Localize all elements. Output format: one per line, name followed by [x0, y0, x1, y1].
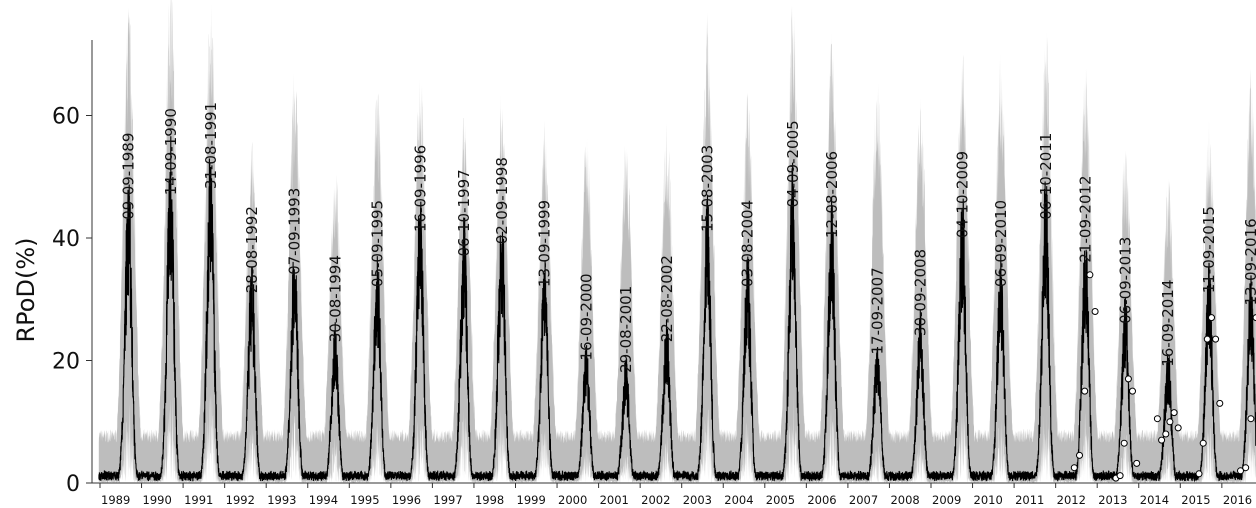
observation-point	[1170, 409, 1178, 417]
x-tick-label: 2012	[1057, 493, 1086, 507]
x-tick-label: 2002	[641, 493, 670, 507]
x-tick-label: 1993	[267, 493, 296, 507]
observation-point	[1174, 424, 1182, 432]
peak-date-label: 31-08-1991	[202, 102, 220, 189]
peak-date-label: 30-09-2008	[912, 249, 930, 336]
x-tick-label: 2005	[766, 493, 795, 507]
peak-date-label: 29-08-2001	[617, 286, 635, 373]
y-tick-label: 60	[52, 105, 80, 130]
observation-point	[1081, 387, 1089, 395]
peak-date-label: 11-09-2015	[1200, 206, 1218, 293]
y-axis-title: RPoD(%)	[12, 238, 40, 343]
x-tick-label: 2004	[724, 493, 753, 507]
rpod-series-line	[98, 136, 1256, 483]
peak-date-label: 03-08-2004	[739, 200, 757, 287]
x-tick-label: 2007	[849, 493, 878, 507]
observation-point	[1133, 459, 1141, 467]
x-tick-label: 2015	[1181, 493, 1210, 507]
x-tick-label: 2016	[1223, 493, 1252, 507]
peak-date-label: 13-09-2016	[1242, 218, 1256, 305]
peak-date-labels: 09-09-1989 14-09-1990 31-08-1991 28-08-1992…	[120, 102, 1256, 373]
x-tick-label: 1991	[184, 493, 213, 507]
peak-date-label: 09-09-1989	[120, 133, 138, 220]
x-tick-label: 1999	[517, 493, 546, 507]
x-tick-label: 2001	[600, 493, 629, 507]
x-tick-label: 2008	[890, 493, 919, 507]
peak-date-label: 05-09-1995	[369, 200, 387, 287]
peak-date-label: 06-09-2010	[992, 200, 1010, 287]
x-tick-label: 2010	[974, 493, 1003, 507]
observation-point	[1076, 451, 1083, 459]
x-tick-label: 1992	[226, 493, 255, 507]
observation-point	[1247, 415, 1255, 423]
observation-point	[1195, 470, 1203, 478]
peak-date-label: 04-09-2005	[784, 120, 802, 207]
x-tick-label: 1994	[309, 493, 338, 507]
observation-point	[1203, 335, 1211, 343]
observation-point	[1252, 314, 1256, 322]
x-tick-label: 1996	[392, 493, 421, 507]
peak-date-label: 16-09-2014	[1159, 280, 1177, 367]
x-tick-label: 1998	[475, 493, 504, 507]
x-tick-label: 2003	[683, 493, 712, 507]
observation-point	[1216, 399, 1224, 407]
peak-date-label: 12-08-2006	[823, 151, 841, 238]
peak-date-label: 21-09-2012	[1077, 175, 1095, 262]
x-tick-label: 2013	[1098, 493, 1127, 507]
peak-date-label: 06-10-2011	[1037, 133, 1055, 220]
x-tick-label: 1989	[101, 493, 130, 507]
peak-date-label: 06-09-2013	[1117, 237, 1135, 324]
peak-date-label: 02-09-1998	[493, 157, 511, 244]
x-tick-label: 2014	[1140, 493, 1169, 507]
peak-date-label: 30-08-1994	[326, 255, 344, 342]
x-tick-label: 1997	[433, 493, 462, 507]
observation-point	[1158, 436, 1166, 444]
x-tick-labels: 1989 1990 1991 1992 1993 1994 1995 1996 1997 1998…	[99, 483, 1252, 507]
peak-date-label: 14-09-1990	[162, 108, 180, 195]
axes	[91, 40, 1256, 484]
peak-date-label: 06-10-1997	[455, 169, 473, 256]
y-tick-label: 0	[66, 472, 80, 497]
peak-date-label: 17-09-2007	[869, 267, 887, 354]
peak-date-label: 28-08-1992	[243, 206, 261, 293]
x-tick-label: 2009	[932, 493, 961, 507]
y-tick-labels: 0 20 40 60	[52, 105, 92, 497]
peak-date-label: 04-10-2009	[954, 151, 972, 238]
observation-point	[1212, 335, 1220, 343]
median-line-layer	[98, 136, 1256, 483]
observation-points-layer	[1070, 271, 1256, 482]
observation-point	[1086, 271, 1094, 279]
observation-point	[1208, 314, 1215, 322]
observation-point	[1129, 387, 1136, 395]
observation-point	[1166, 418, 1174, 426]
observation-point	[1116, 472, 1124, 480]
peak-date-label: 07-09-1993	[286, 188, 304, 275]
x-tick-label: 1995	[350, 493, 379, 507]
x-tick-label: 2011	[1015, 493, 1044, 507]
y-tick-label: 20	[52, 350, 80, 375]
observation-point	[1091, 308, 1099, 315]
observation-point	[1199, 439, 1207, 447]
observation-point	[1120, 439, 1128, 447]
peak-date-label: 16-09-1996	[411, 145, 429, 232]
peak-date-label: 15-08-2003	[699, 145, 717, 232]
y-tick-label: 40	[52, 227, 80, 252]
observation-point	[1237, 467, 1244, 475]
x-tick-label: 2000	[558, 493, 587, 507]
x-tick-label: 1990	[143, 493, 172, 507]
peak-date-label: 13-09-1999	[536, 200, 554, 287]
x-tick-label: 2006	[807, 493, 836, 507]
observation-point	[1153, 415, 1161, 423]
peak-date-label: 22-08-2002	[658, 255, 676, 342]
observation-point	[1242, 464, 1250, 472]
observation-point	[1070, 464, 1078, 472]
observation-point	[1124, 375, 1132, 383]
peak-date-label: 16-09-2000	[578, 273, 596, 360]
observation-point	[1162, 430, 1170, 438]
